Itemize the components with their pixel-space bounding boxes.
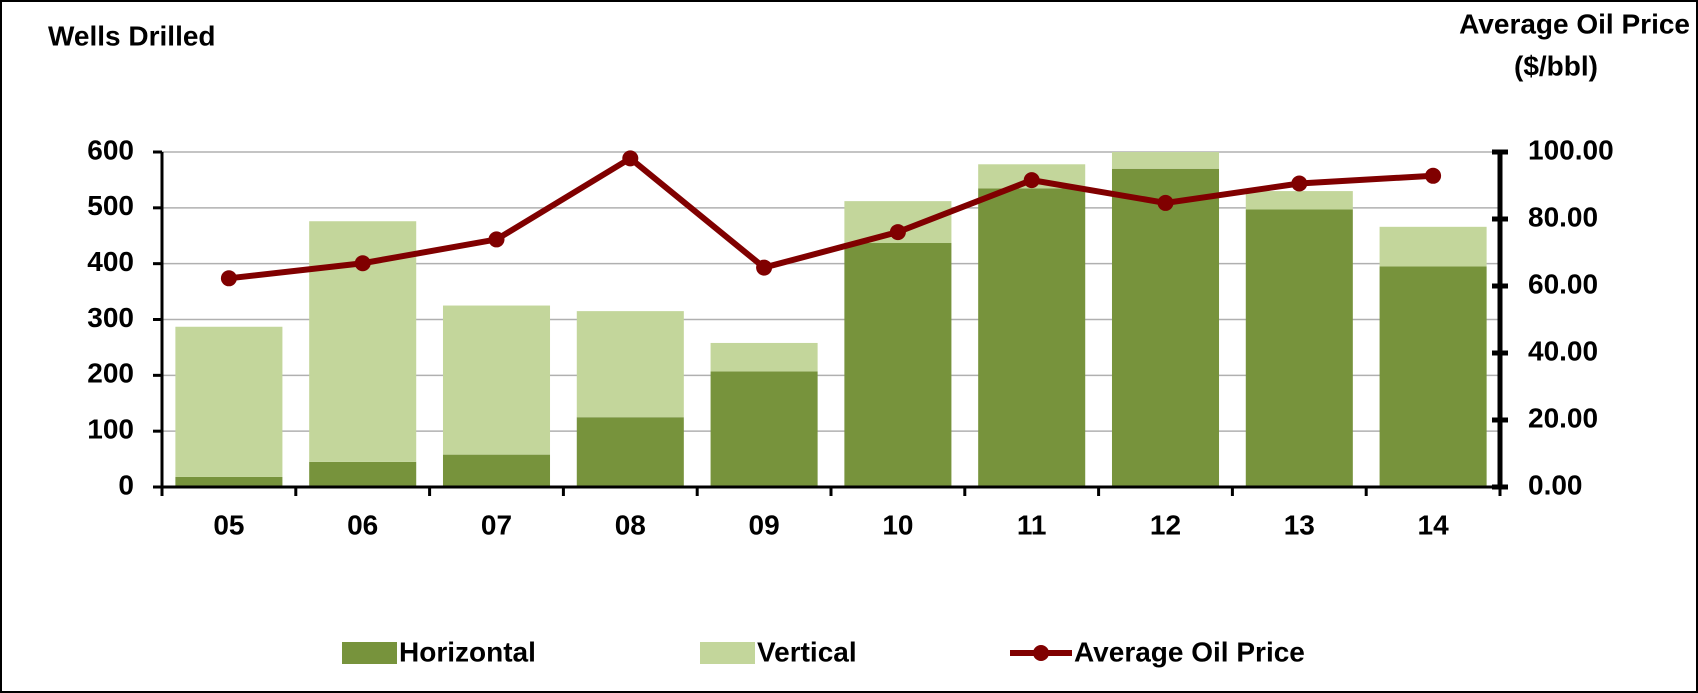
- y2-tick-label: 60.00: [1528, 268, 1598, 299]
- y-tick-label: 200: [87, 358, 134, 389]
- legend-label: Horizontal: [399, 636, 536, 667]
- line-marker: [488, 231, 505, 248]
- bar: [1111, 152, 1220, 169]
- bar: [576, 311, 684, 418]
- y-tick-label: 400: [87, 246, 134, 277]
- line-marker: [1291, 175, 1308, 192]
- y-tick-label: 0: [118, 469, 134, 500]
- y-tick-label: 600: [87, 134, 134, 165]
- y2-axis-title: Average Oil Price: [1459, 8, 1690, 39]
- x-tick-label: 14: [1418, 509, 1450, 540]
- bar: [175, 476, 283, 487]
- bar: [576, 417, 684, 487]
- x-tick-label: 11: [1017, 509, 1047, 540]
- bar: [442, 454, 551, 487]
- x-tick-label: 06: [347, 509, 378, 540]
- line-marker: [1157, 194, 1174, 211]
- x-tick-label: 07: [481, 509, 512, 540]
- line-marker: [1425, 167, 1442, 184]
- bar: [844, 243, 952, 487]
- legend-swatch: [1033, 645, 1049, 661]
- legend-swatch: [342, 642, 397, 664]
- x-tick-label: 13: [1284, 509, 1315, 540]
- line-marker: [1023, 172, 1040, 189]
- y-axis-title: Wells Drilled: [48, 20, 216, 51]
- legend-label: Average Oil Price: [1074, 636, 1305, 667]
- line-marker: [354, 255, 371, 272]
- line-marker: [622, 150, 639, 167]
- y2-tick-label: 100.00: [1528, 134, 1614, 165]
- line-marker: [889, 224, 906, 241]
- bar: [978, 188, 1086, 487]
- x-tick-label: 05: [213, 509, 244, 540]
- y2-axis-title: ($/bbl): [1514, 50, 1598, 81]
- y2-tick-label: 40.00: [1528, 335, 1598, 366]
- bar: [1379, 226, 1487, 267]
- x-tick-label: 09: [749, 509, 780, 540]
- bar: [175, 326, 283, 477]
- bar: [710, 371, 818, 487]
- line-marker: [756, 259, 773, 276]
- bar: [1111, 168, 1220, 487]
- bar: [710, 342, 818, 372]
- y2-tick-label: 20.00: [1528, 402, 1598, 433]
- x-tick-label: 08: [615, 509, 646, 540]
- legend-swatch: [700, 642, 755, 664]
- bar: [1245, 209, 1353, 487]
- y2-tick-label: 80.00: [1528, 201, 1598, 232]
- x-tick-label: 12: [1150, 509, 1181, 540]
- y-tick-label: 500: [87, 190, 134, 221]
- line: [228, 154, 1434, 282]
- bar: [309, 461, 417, 487]
- y-tick-label: 300: [87, 302, 134, 333]
- legend-label: Vertical: [757, 636, 857, 667]
- y-tick-label: 100: [87, 414, 134, 445]
- bar: [1379, 266, 1487, 487]
- line-marker: [220, 270, 237, 287]
- bar: [442, 305, 551, 455]
- bar: [1245, 191, 1353, 210]
- y2-tick-label: 0.00: [1528, 469, 1583, 500]
- x-tick-label: 10: [882, 509, 913, 540]
